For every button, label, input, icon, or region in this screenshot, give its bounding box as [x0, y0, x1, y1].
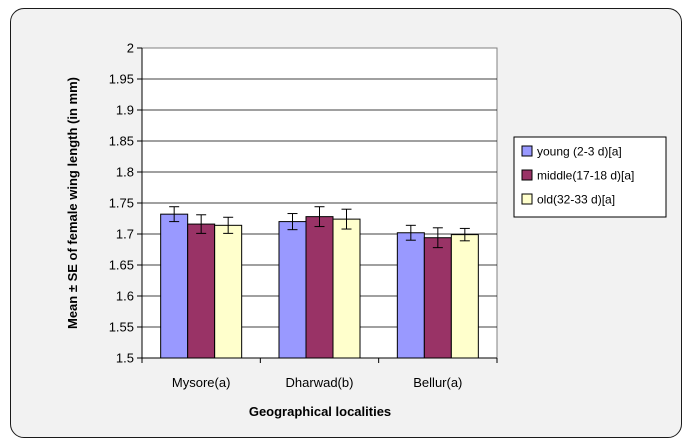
y-tick-label: 1.55 — [109, 320, 134, 335]
bar — [396, 232, 425, 359]
x-tick-label: Mysore(a) — [172, 375, 231, 390]
legend-label: old(32-33 d)[a] — [537, 193, 615, 207]
y-tick-label: 1.5 — [116, 351, 134, 366]
bar — [450, 234, 479, 359]
bar — [214, 224, 243, 359]
legend-swatch — [521, 169, 533, 181]
x-axis-title: Geographical localities — [249, 404, 391, 419]
y-tick-label: 1.6 — [116, 289, 134, 304]
bars — [160, 206, 479, 359]
y-tick-label: 1.8 — [116, 165, 134, 180]
y-tick-label: 1.7 — [116, 227, 134, 242]
y-tick-label: 2 — [127, 41, 134, 56]
x-axis: Mysore(a) Dharwad(b) Bellur(a) — [141, 357, 498, 390]
y-axis-title: Mean ± SE of female wing length (in mm) — [65, 77, 80, 329]
y-tick-label: 1.95 — [109, 72, 134, 87]
legend-box — [513, 136, 667, 218]
bar — [305, 216, 334, 359]
y-tick-label: 1.75 — [109, 196, 134, 211]
legend-label: young (2-3 d)[a] — [537, 145, 622, 159]
bar — [423, 237, 452, 359]
y-tick-label: 1.85 — [109, 134, 134, 149]
legend-swatch — [521, 193, 533, 205]
x-tick-label: Dharwad(b) — [286, 375, 354, 390]
bar — [160, 213, 189, 359]
legend-swatch — [521, 145, 533, 157]
bar — [187, 223, 216, 359]
y-tick-label: 1.9 — [116, 103, 134, 118]
y-tick-label: 1.65 — [109, 258, 134, 273]
legend-label: middle(17-18 d)[a] — [537, 169, 634, 183]
y-axis: 2 1.95 1.9 1.85 1.8 1.75 1.7 1.65 1.6 1.55 1.5 — [109, 41, 143, 366]
legend: young (2-3 d)[a] middle(17-18 d)[a] old(32… — [513, 136, 667, 218]
bar — [278, 221, 307, 359]
bar — [332, 218, 361, 359]
x-tick-label: Bellur(a) — [413, 375, 462, 390]
bar-chart: 2 1.95 1.9 1.85 1.8 1.75 1.7 1.65 1.6 1.55 1.5 Mys… — [65, 41, 667, 419]
